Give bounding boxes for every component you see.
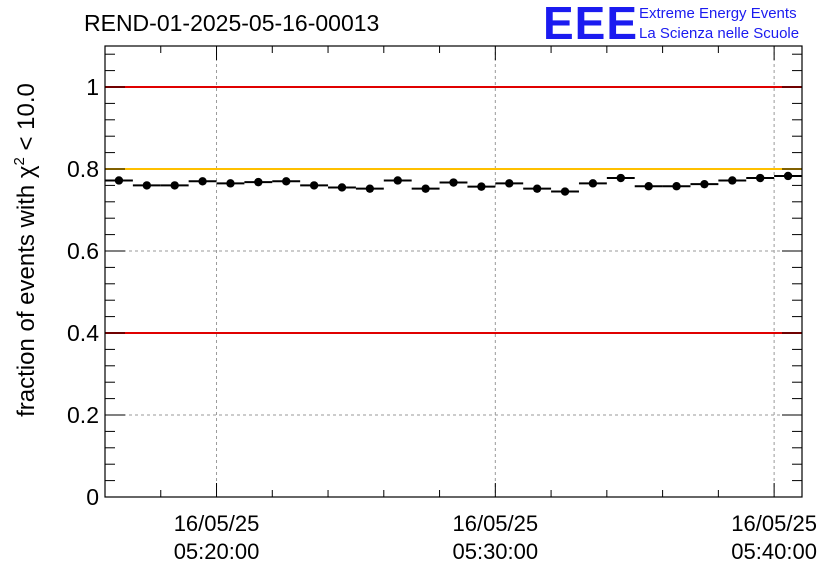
data-point-7 [300,181,329,190]
y-tick-label-0: 0 [86,484,99,510]
point-marker [226,179,235,188]
point-marker [282,177,291,186]
y-tick-label-1: 0.2 [67,402,99,428]
x-tick-label-date-2: 16/05/25 [731,511,817,536]
grid-layer [105,46,802,497]
eee-logo-text: Extreme Energy Events La Scienza nelle S… [639,4,799,44]
data-point-3 [188,177,217,186]
point-marker [142,181,152,190]
data-point-23 [746,173,775,183]
x-tick-label-time-2: 05:40:00 [731,539,817,564]
ylabel-suffix: < 10.0 [13,83,40,157]
eee-logo: EEE Extreme Energy Events La Scienza nel… [543,0,833,48]
y-tick-label-3: 0.6 [67,238,99,264]
data-point-12 [439,178,468,187]
reference-lines [105,86,802,334]
data-point-18 [606,173,635,183]
data-point-15 [523,184,552,193]
point-marker [728,176,737,185]
data-point-10 [383,176,412,185]
data-point-6 [272,177,301,186]
data-point-20 [662,182,691,191]
ylabel-prefix: fraction of events with [13,178,40,417]
x-tick-label-time-0: 05:20:00 [174,539,260,564]
point-marker [644,182,653,191]
logo-line-2: La Scienza nelle Scuole [639,25,800,42]
point-marker [505,179,514,188]
logo-line-1: Extreme Energy Events [639,5,797,22]
data-point-17 [578,179,607,188]
ylabel-sup: 2 [11,157,28,165]
x-tick-label-date-1: 16/05/25 [452,511,538,536]
point-marker [672,182,681,191]
data-point-13 [467,182,496,191]
plot-frame [104,45,803,498]
data-point-8 [328,183,356,192]
point-marker [170,181,179,190]
point-marker [393,176,402,185]
data-point-22 [718,176,747,185]
chart-title: REND-01-2025-05-16-00013 [84,10,380,36]
data-point-14 [495,179,524,188]
data-point-0 [105,176,133,185]
data-point-4 [216,179,245,188]
data-point-9 [355,184,384,193]
data-points [105,171,802,196]
x-tick-label-time-1: 05:30:00 [452,539,538,564]
point-marker [755,173,765,183]
data-point-5 [244,177,273,187]
data-point-16 [551,187,579,196]
y-axis-label: fraction of events with χ2 < 10.0 [11,83,40,417]
point-marker [783,171,793,181]
eee-logo-mark: EEE [543,0,639,49]
point-marker [254,177,263,187]
point-marker [337,183,347,192]
point-marker [449,178,458,187]
point-marker [477,182,486,191]
point-marker [560,187,570,196]
point-marker [588,179,598,188]
point-marker [365,184,375,193]
point-marker [532,184,542,193]
y-tick-label-5: 1 [86,74,99,100]
point-marker [616,173,625,183]
data-point-24 [774,171,802,181]
data-point-21 [690,179,719,189]
point-marker [114,176,124,185]
data-point-11 [411,184,440,193]
point-marker [198,177,207,186]
y-tick-label-2: 0.4 [67,320,99,346]
x-tick-label-date-0: 16/05/25 [174,511,260,536]
tick-labels: 0 0.2 0.4 0.6 0.8 1 16/05/25 05:20:00 16/05/25 05… [67,74,817,564]
axis-ticks [104,46,802,498]
data-point-1 [132,181,161,190]
point-marker [421,184,430,193]
data-point-2 [160,181,189,190]
y-tick-label-4: 0.8 [67,156,99,182]
ylabel-symbol: χ [13,165,40,178]
point-marker [700,179,709,189]
data-point-19 [634,182,663,191]
point-marker [309,181,319,190]
